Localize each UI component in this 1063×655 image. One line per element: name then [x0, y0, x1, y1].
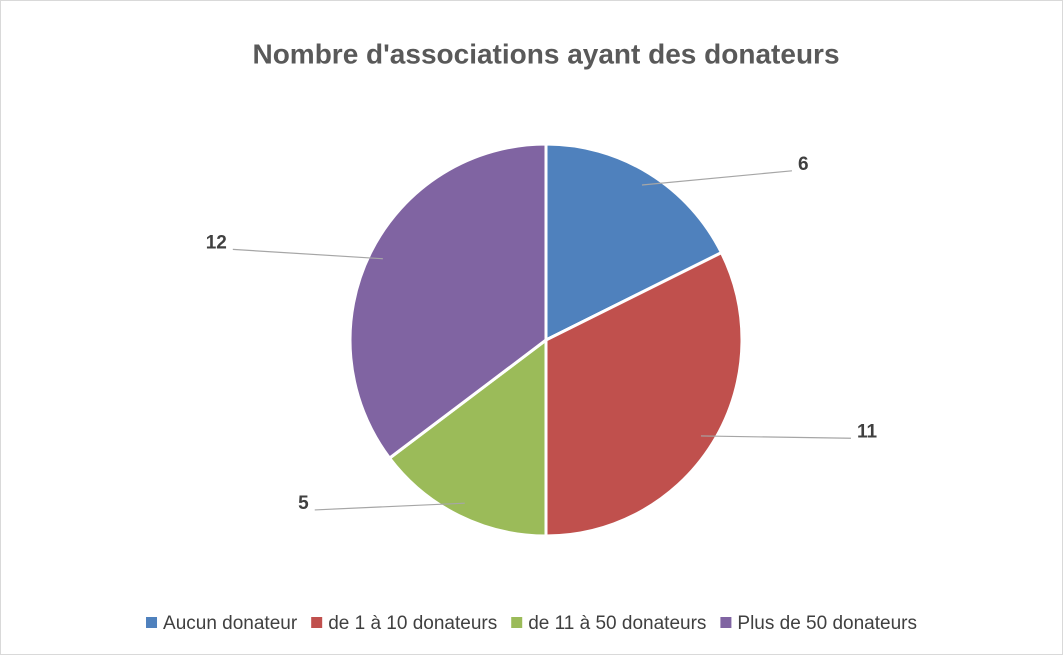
data-label: 11: [857, 421, 878, 442]
data-label: 6: [798, 154, 809, 175]
legend-swatch: [511, 617, 523, 628]
pie-slice: [387, 336, 548, 538]
chart-title: Nombre d'associations ayant des donateur…: [252, 38, 839, 69]
leader-line: [232, 248, 383, 260]
legend-label: Aucun donateur: [163, 613, 298, 634]
leader-line: [641, 170, 793, 186]
legend-swatch: [311, 617, 323, 628]
data-label: 5: [298, 493, 309, 514]
legend-label: de 1 à 10 donateurs: [328, 613, 497, 634]
pie-slice: [544, 142, 724, 343]
legend-label: de 11 à 50 donateurs: [528, 613, 706, 634]
data-label: 12: [206, 232, 227, 253]
leader-line: [700, 435, 851, 439]
legend-swatch: [146, 617, 158, 628]
pie-slice: [348, 142, 548, 461]
pie-slice: [544, 250, 744, 538]
legend-swatch: [720, 617, 732, 628]
leader-line: [314, 502, 465, 511]
legend-label: Plus de 50 donateurs: [737, 613, 917, 634]
